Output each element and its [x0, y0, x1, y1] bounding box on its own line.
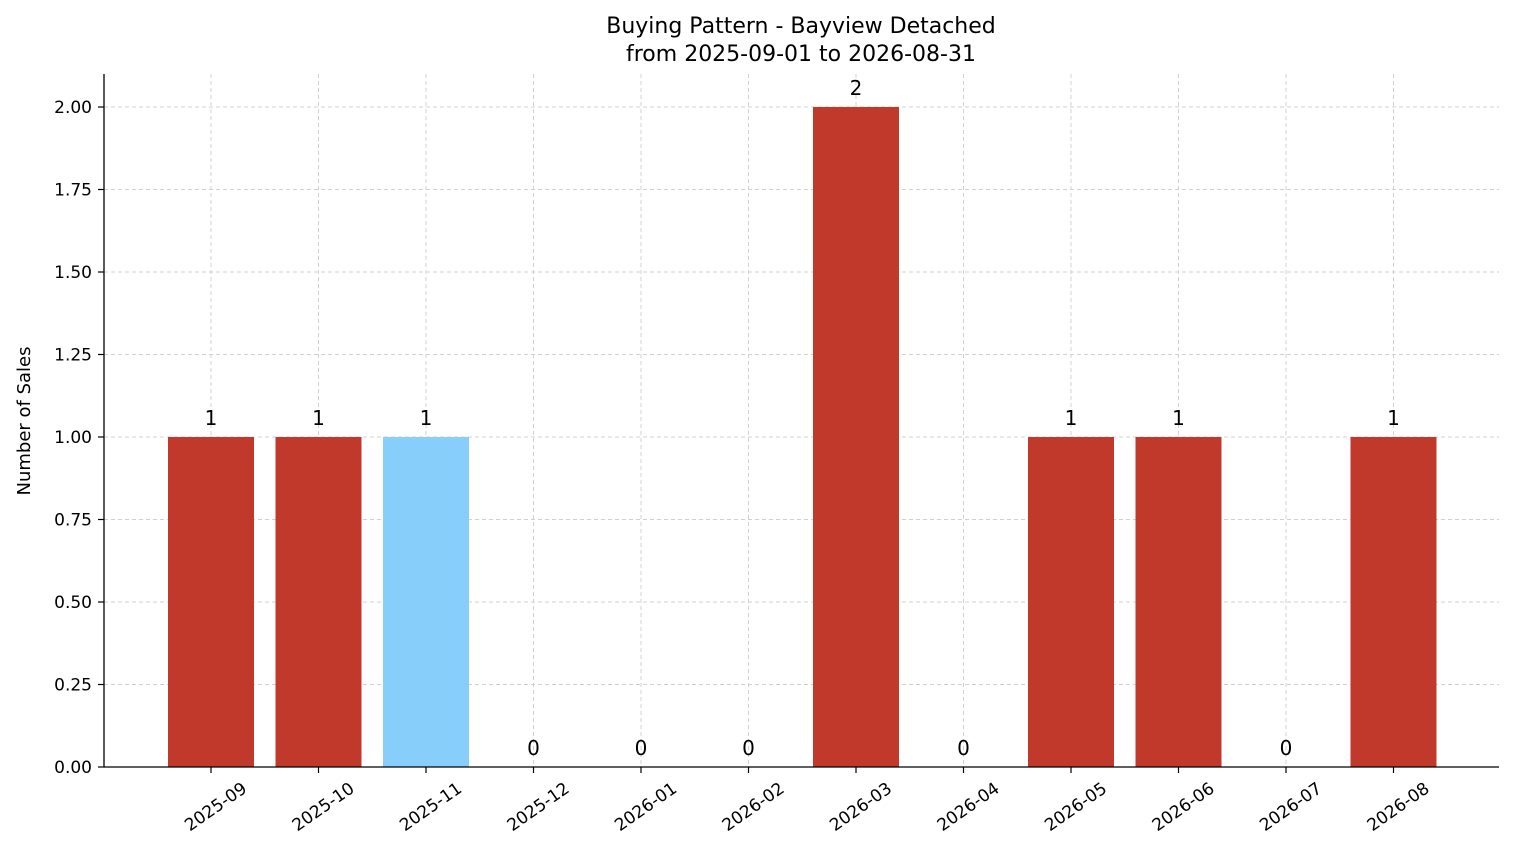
- y-tick-label: 0.00: [54, 758, 92, 778]
- y-tick-label: 0.50: [54, 593, 92, 613]
- data-label-2026-08: 1: [1387, 406, 1400, 430]
- x-tick-label: 2026-01: [611, 779, 681, 836]
- bar-2026-05: [1028, 437, 1114, 767]
- data-label-2026-05: 1: [1065, 406, 1078, 430]
- data-label-2025-12: 0: [527, 736, 540, 760]
- x-tick-label: 2026-03: [826, 779, 896, 836]
- x-tick-label: 2025-11: [396, 779, 466, 836]
- y-tick-label: 0.75: [54, 511, 92, 531]
- data-label-2026-02: 0: [742, 736, 755, 760]
- bar-2025-09: [168, 437, 254, 767]
- data-label-layer: 1 1 1 0 0 0 2 0 1 1 0 1: [205, 76, 1400, 760]
- data-label-2025-09: 1: [205, 406, 218, 430]
- data-label-2025-11: 1: [420, 406, 433, 430]
- bar-2026-03: [813, 107, 899, 767]
- data-label-2026-06: 1: [1172, 406, 1185, 430]
- bar-2026-06: [1135, 437, 1222, 767]
- x-tick-label: 2026-08: [1364, 779, 1434, 836]
- bar-layer: [168, 107, 1437, 767]
- y-axis-label: Number of Sales: [14, 346, 35, 495]
- data-label-2025-10: 1: [312, 406, 325, 430]
- x-tick-label: 2025-09: [181, 779, 251, 836]
- bar-2025-10: [275, 437, 362, 767]
- x-tick-label: 2026-05: [1041, 779, 1111, 836]
- chart-subtitle: from 2025-09-01 to 2026-08-31: [626, 42, 976, 67]
- y-tick-label: 1.00: [54, 428, 92, 448]
- x-tick-label: 2026-06: [1149, 779, 1219, 836]
- data-label-2026-07: 0: [1280, 736, 1293, 760]
- data-label-2026-03: 2: [850, 76, 863, 100]
- x-tick-label: 2026-07: [1256, 779, 1326, 836]
- x-tick-label: 2025-10: [289, 779, 359, 836]
- bar-2025-11: [383, 437, 469, 767]
- y-tick-label: 1.50: [54, 263, 92, 283]
- y-tick-label: 0.25: [54, 676, 92, 696]
- x-tick-label: 2026-02: [719, 779, 789, 836]
- y-tick-label: 1.25: [54, 346, 92, 366]
- data-label-2026-01: 0: [635, 736, 648, 760]
- y-tick-label: 2.00: [54, 98, 92, 118]
- x-tick-label: 2025-12: [504, 779, 574, 836]
- axis-layer: 0.00 0.25 0.50 0.75 1.00 1.25 1.50 1.75 2.00 2025…: [54, 74, 1499, 836]
- y-tick-label: 1.75: [54, 181, 92, 201]
- chart-title: Buying Pattern - Bayview Detached: [606, 14, 996, 39]
- bar-2026-08: [1350, 437, 1437, 767]
- data-label-2026-04: 0: [957, 736, 970, 760]
- x-tick-label: 2026-04: [934, 779, 1004, 836]
